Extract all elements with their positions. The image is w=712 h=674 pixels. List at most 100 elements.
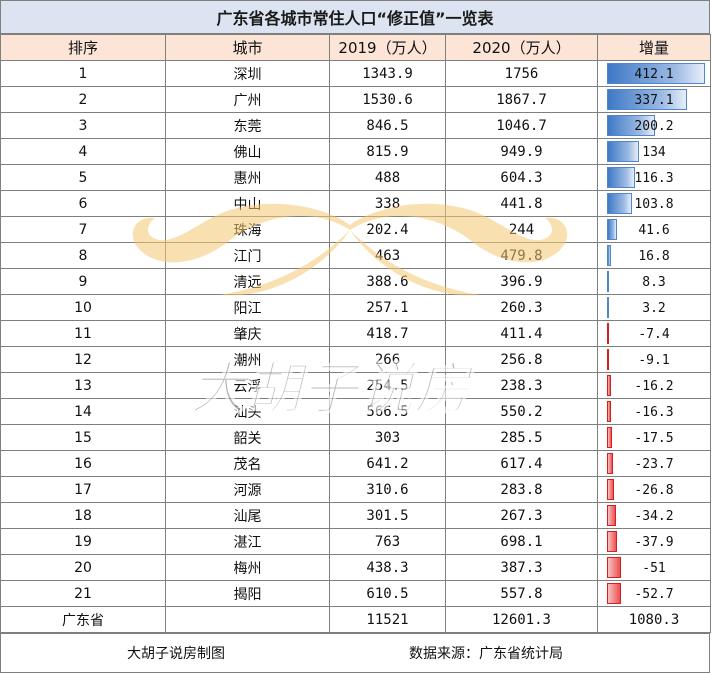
y2019-cell: 202.4 — [329, 216, 446, 243]
y2019-cell: 303 — [329, 424, 446, 451]
y2019-cell: 488 — [329, 164, 446, 191]
delta-databar — [607, 219, 617, 240]
table-row: 2 广州 1530.6 1867.7 337.1 — [0, 86, 711, 113]
rank-cell: 5 — [0, 164, 166, 191]
delta-value: -17.5 — [634, 430, 674, 446]
delta-databar — [607, 401, 612, 422]
delta-cell: -9.1 — [597, 346, 711, 373]
delta-databar — [607, 167, 635, 188]
delta-value: -37.9 — [634, 534, 674, 550]
delta-value: -9.1 — [638, 352, 670, 368]
delta-databar — [607, 349, 610, 370]
rank-cell: 12 — [0, 346, 166, 373]
rank-cell: 6 — [0, 190, 166, 217]
table-row: 1 深圳 1343.9 1756 412.1 — [0, 60, 711, 87]
header-row: 排序 城市 2019（万人） 2020（万人） 增量 — [0, 34, 711, 61]
y2020-cell: 267.3 — [445, 502, 598, 529]
delta-cell: 200.2 — [597, 112, 711, 139]
total-delta: 1080.3 — [597, 606, 711, 633]
rank-cell: 14 — [0, 398, 166, 425]
table-row: 6 中山 338 441.8 103.8 — [0, 190, 711, 217]
rank-cell: 3 — [0, 112, 166, 139]
delta-databar — [607, 297, 609, 318]
delta-cell: -7.4 — [597, 320, 711, 347]
city-cell: 河源 — [165, 476, 330, 503]
y2020-cell: 285.5 — [445, 424, 598, 451]
table-title: 广东省各城市常住人口“修正值”一览表 — [0, 0, 710, 34]
table-row: 14 汕头 566.5 550.2 -16.3 — [0, 398, 711, 425]
total-2019: 11521 — [329, 606, 446, 633]
delta-cell: -51 — [597, 554, 711, 581]
city-cell: 肇庆 — [165, 320, 330, 347]
header-rank: 排序 — [0, 34, 166, 61]
delta-cell: -34.2 — [597, 502, 711, 529]
y2020-cell: 244 — [445, 216, 598, 243]
delta-cell: -17.5 — [597, 424, 711, 451]
city-cell: 江门 — [165, 242, 330, 269]
delta-cell: 412.1 — [597, 60, 711, 87]
delta-databar — [607, 453, 614, 474]
delta-databar — [607, 479, 615, 500]
delta-databar — [607, 531, 618, 552]
delta-cell: 337.1 — [597, 86, 711, 113]
delta-cell: 134 — [597, 138, 711, 165]
header-city: 城市 — [165, 34, 330, 61]
delta-value: -34.2 — [634, 508, 674, 524]
rank-cell: 17 — [0, 476, 166, 503]
delta-cell: -26.8 — [597, 476, 711, 503]
y2020-cell: 1756 — [445, 60, 598, 87]
city-cell: 佛山 — [165, 138, 330, 165]
city-cell: 阳江 — [165, 294, 330, 321]
y2020-cell: 396.9 — [445, 268, 598, 295]
y2019-cell: 257.1 — [329, 294, 446, 321]
table-row: 8 江门 463 479.8 16.8 — [0, 242, 711, 269]
y2020-cell: 260.3 — [445, 294, 598, 321]
city-cell: 惠州 — [165, 164, 330, 191]
city-cell: 云浮 — [165, 372, 330, 399]
delta-value: -7.4 — [638, 326, 670, 342]
y2019-cell: 266 — [329, 346, 446, 373]
rank-cell: 2 — [0, 86, 166, 113]
y2019-cell: 566.5 — [329, 398, 446, 425]
delta-value: -26.8 — [634, 482, 674, 498]
y2020-cell: 387.3 — [445, 554, 598, 581]
delta-value: -16.3 — [634, 404, 674, 420]
y2020-cell: 1867.7 — [445, 86, 598, 113]
rank-cell: 19 — [0, 528, 166, 555]
delta-databar — [607, 323, 609, 344]
delta-value: -51 — [642, 560, 666, 576]
table-row: 19 湛江 763 698.1 -37.9 — [0, 528, 711, 555]
y2020-cell: 698.1 — [445, 528, 598, 555]
table-row: 5 惠州 488 604.3 116.3 — [0, 164, 711, 191]
delta-cell: 116.3 — [597, 164, 711, 191]
rank-cell: 18 — [0, 502, 166, 529]
table-row: 10 阳江 257.1 260.3 3.2 — [0, 294, 711, 321]
delta-databar — [607, 89, 688, 110]
total-row: 广东省 11521 12601.3 1080.3 — [0, 606, 711, 633]
table-row: 7 珠海 202.4 244 41.6 — [0, 216, 711, 243]
y2019-cell: 338 — [329, 190, 446, 217]
delta-value: 3.2 — [642, 300, 666, 316]
delta-databar — [607, 141, 639, 162]
y2019-cell: 846.5 — [329, 112, 446, 139]
y2020-cell: 411.4 — [445, 320, 598, 347]
rank-cell: 20 — [0, 554, 166, 581]
delta-cell: 8.3 — [597, 268, 711, 295]
table-row: 15 韶关 303 285.5 -17.5 — [0, 424, 711, 451]
table-row: 18 汕尾 301.5 267.3 -34.2 — [0, 502, 711, 529]
delta-cell: 103.8 — [597, 190, 711, 217]
city-cell: 深圳 — [165, 60, 330, 87]
rank-cell: 9 — [0, 268, 166, 295]
y2020-cell: 550.2 — [445, 398, 598, 425]
population-table: 排序 城市 2019（万人） 2020（万人） 增量 1 深圳 1343.9 1756… — [0, 34, 711, 633]
table-row: 16 茂名 641.2 617.4 -23.7 — [0, 450, 711, 477]
rank-cell: 7 — [0, 216, 166, 243]
delta-cell: -16.2 — [597, 372, 711, 399]
city-cell: 珠海 — [165, 216, 330, 243]
y2019-cell: 463 — [329, 242, 446, 269]
y2019-cell: 388.6 — [329, 268, 446, 295]
y2019-cell: 301.5 — [329, 502, 446, 529]
total-city-empty — [165, 606, 330, 633]
table-row: 11 肇庆 418.7 411.4 -7.4 — [0, 320, 711, 347]
